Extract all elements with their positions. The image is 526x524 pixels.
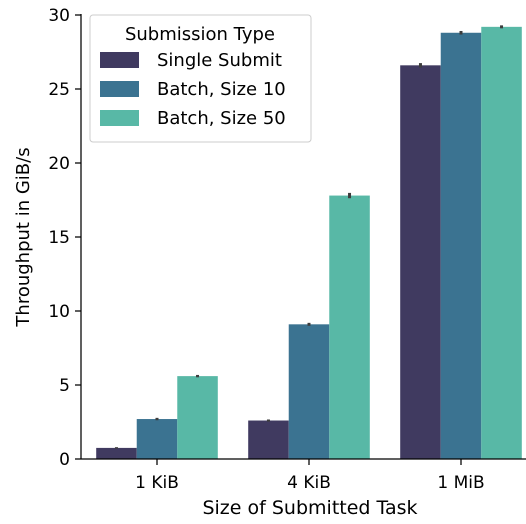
y-tick-label: 25 — [48, 80, 70, 100]
y-tick-label: 20 — [48, 154, 70, 174]
bars — [96, 26, 522, 460]
bar-3-3 — [481, 26, 522, 460]
bar-3-2 — [329, 195, 370, 459]
x-tick-label: 1 MiB — [437, 473, 484, 493]
legend-label: Batch, Size 10 — [157, 79, 286, 100]
y-tick-label: 10 — [48, 302, 70, 322]
legend-items: Single Submit Batch, Size 10 Batch, Size 5… — [100, 50, 286, 129]
bar-2-2 — [288, 324, 330, 459]
error-bars — [114, 25, 504, 449]
bar-1-1 — [96, 447, 137, 459]
bar-2-3 — [440, 32, 482, 459]
x-axis-ticks: 1 KiB 4 KiB 1 MiB — [135, 459, 485, 493]
legend: Submission Type Single Submit Batch, Size… — [89, 14, 312, 143]
legend-swatch — [100, 110, 139, 126]
bar-1-3 — [400, 65, 441, 459]
x-tick-label: 4 KiB — [287, 473, 331, 493]
legend-swatch — [100, 81, 139, 97]
bar-3-1 — [177, 376, 218, 459]
legend-box — [89, 14, 312, 143]
legend-label: Batch, Size 50 — [157, 108, 286, 129]
x-axis-label: Size of Submitted Task — [202, 497, 417, 519]
y-tick-label: 15 — [48, 228, 70, 248]
y-tick-label: 0 — [59, 450, 70, 470]
y-tick-label: 30 — [48, 6, 70, 26]
legend-title: Submission Type — [125, 24, 275, 45]
y-axis-ticks: 0 5 10 15 20 25 30 — [48, 6, 81, 470]
bar-2-1 — [136, 419, 178, 459]
bar-1-2 — [248, 420, 289, 459]
y-tick-label: 5 — [59, 376, 70, 396]
x-tick-label: 1 KiB — [135, 473, 179, 493]
legend-label: Single Submit — [157, 50, 282, 71]
legend-swatch — [100, 52, 139, 68]
y-axis-label: Throughput in GiB/s — [13, 147, 34, 327]
